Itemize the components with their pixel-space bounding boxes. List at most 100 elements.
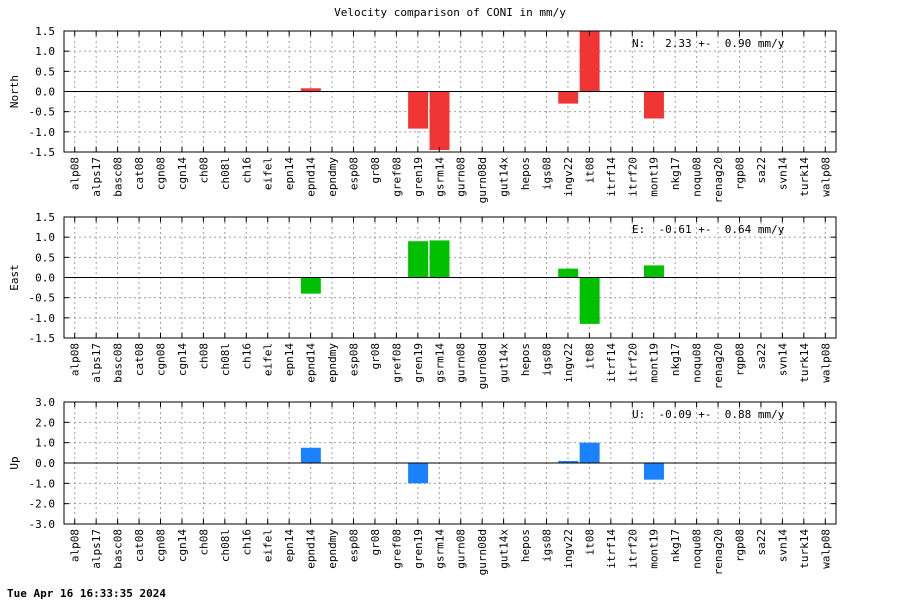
up-category-label: ch08 bbox=[197, 529, 210, 556]
north-category-label: gurn08d bbox=[476, 157, 489, 203]
east-category-label: alp08 bbox=[69, 343, 82, 376]
up-category-label: sa22 bbox=[755, 529, 768, 556]
north-category-label: gren19 bbox=[412, 157, 425, 197]
east-ytick-label: 1.5 bbox=[35, 211, 55, 224]
north-category-label: gurn08 bbox=[455, 157, 468, 197]
up-category-label: epndmy bbox=[326, 529, 339, 569]
north-category-label: alp08 bbox=[69, 157, 82, 190]
up-ytick-label: 0.0 bbox=[35, 457, 55, 470]
north-bar-it08 bbox=[579, 31, 600, 92]
north-category-label: itrf20 bbox=[626, 157, 639, 197]
east-category-label: epnd14 bbox=[305, 343, 318, 383]
east-category-label: it08 bbox=[583, 343, 596, 370]
north-category-label: basc08 bbox=[112, 157, 125, 197]
up-category-label: noqu08 bbox=[691, 529, 704, 569]
up-category-label: cgn14 bbox=[176, 529, 189, 562]
north-category-label: gr08 bbox=[369, 157, 382, 184]
up-category-label: gren19 bbox=[412, 529, 425, 569]
east-category-label: renag20 bbox=[712, 343, 725, 389]
up-category-label: alps17 bbox=[90, 529, 103, 569]
east-category-label: cgn08 bbox=[155, 343, 168, 376]
up-category-label: basc08 bbox=[112, 529, 125, 569]
east-bar-ingv22 bbox=[558, 268, 579, 278]
north-category-label: ch16 bbox=[240, 157, 253, 184]
east-category-label: alps17 bbox=[90, 343, 103, 383]
up-category-label: it08 bbox=[583, 529, 596, 556]
north-category-label: gsrm14 bbox=[433, 157, 446, 197]
east-category-label: svn14 bbox=[776, 343, 789, 376]
up-category-label: rgp08 bbox=[734, 529, 747, 562]
north-category-label: gut14x bbox=[498, 157, 511, 197]
east-ytick-label: -0.5 bbox=[29, 292, 56, 305]
up-category-label: nkg17 bbox=[669, 529, 682, 562]
up-category-label: gurn08 bbox=[455, 529, 468, 569]
timestamp: Tue Apr 16 16:33:35 2024 bbox=[7, 587, 166, 600]
east-category-label: eifel bbox=[262, 343, 275, 376]
east-category-label: itrf14 bbox=[605, 343, 618, 383]
up-category-label: svn14 bbox=[776, 529, 789, 562]
north-category-label: svn14 bbox=[776, 157, 789, 190]
east-category-label: gr08 bbox=[369, 343, 382, 370]
east-category-label: mont19 bbox=[648, 343, 661, 383]
up-category-label: itrf14 bbox=[605, 529, 618, 569]
up-category-label: gref08 bbox=[390, 529, 403, 569]
up-bar-mont19 bbox=[644, 463, 664, 480]
up-category-label: gsrm14 bbox=[433, 529, 446, 569]
up-category-label: turk14 bbox=[798, 529, 811, 569]
north-category-label: epn14 bbox=[283, 157, 296, 190]
north-ytick-label: -1.0 bbox=[29, 126, 56, 139]
north-ytick-label: 1.0 bbox=[35, 45, 55, 58]
north-bar-gsrm14 bbox=[429, 91, 450, 150]
north-category-label: ch08 bbox=[197, 157, 210, 184]
north-category-label: it08 bbox=[583, 157, 596, 184]
east-bar-gsrm14 bbox=[429, 240, 450, 278]
north-category-label: epnd14 bbox=[305, 157, 318, 197]
up-category-label: epnd14 bbox=[305, 529, 318, 569]
north-category-label: rgp08 bbox=[734, 157, 747, 190]
north-category-label: alps17 bbox=[90, 157, 103, 197]
north-ytick-label: 0.0 bbox=[35, 86, 55, 99]
up-velocity-annotation: U: -0.09 +- 0.88 mm/y bbox=[632, 408, 785, 421]
east-category-label: ch08 bbox=[197, 343, 210, 370]
up-category-label: ingv22 bbox=[562, 529, 575, 569]
north-velocity-annotation: N: 2.33 +- 0.90 mm/y bbox=[632, 37, 785, 50]
north-category-label: renag20 bbox=[712, 157, 725, 203]
up-category-label: itrf20 bbox=[626, 529, 639, 569]
east-ytick-label: -1.0 bbox=[29, 312, 56, 325]
north-category-label: cgn14 bbox=[176, 157, 189, 190]
north-category-label: walp08 bbox=[819, 157, 832, 197]
up-category-label: esp08 bbox=[348, 529, 361, 562]
north-ytick-label: 1.5 bbox=[35, 25, 55, 38]
east-category-label: gsrm14 bbox=[433, 343, 446, 383]
up-category-label: gurn08d bbox=[476, 529, 489, 575]
north-axis-label: North bbox=[8, 75, 21, 108]
east-category-label: basc08 bbox=[112, 343, 125, 383]
north-category-label: cat08 bbox=[133, 157, 146, 190]
east-plot-frame bbox=[63, 216, 837, 339]
north-ytick-label: -1.5 bbox=[29, 146, 56, 159]
east-category-label: rgp08 bbox=[734, 343, 747, 376]
east-category-label: esp08 bbox=[348, 343, 361, 376]
east-category-label: ch16 bbox=[240, 343, 253, 370]
east-category-label: epn14 bbox=[283, 343, 296, 376]
chart-title: Velocity comparison of CONI in mm/y bbox=[334, 6, 566, 19]
up-bar-gren19 bbox=[408, 463, 429, 484]
up-category-label: gr08 bbox=[369, 529, 382, 556]
east-ytick-label: 0.5 bbox=[35, 251, 55, 264]
up-category-label: gut14x bbox=[498, 529, 511, 569]
up-ytick-label: -1.0 bbox=[29, 477, 56, 490]
east-bar-it08 bbox=[579, 277, 600, 324]
east-category-label: cat08 bbox=[133, 343, 146, 376]
east-ytick-label: -1.5 bbox=[29, 332, 56, 345]
east-category-label: ch08l bbox=[219, 343, 232, 376]
up-category-label: walp08 bbox=[819, 529, 832, 569]
east-bar-gren19 bbox=[408, 241, 429, 278]
east-category-label: itrf20 bbox=[626, 343, 639, 383]
up-category-label: renag20 bbox=[712, 529, 725, 575]
up-category-label: ch16 bbox=[240, 529, 253, 556]
north-category-label: cgn08 bbox=[155, 157, 168, 190]
up-bar-ingv22 bbox=[558, 460, 579, 463]
up-category-label: eifel bbox=[262, 529, 275, 562]
up-ytick-label: -2.0 bbox=[29, 498, 56, 511]
